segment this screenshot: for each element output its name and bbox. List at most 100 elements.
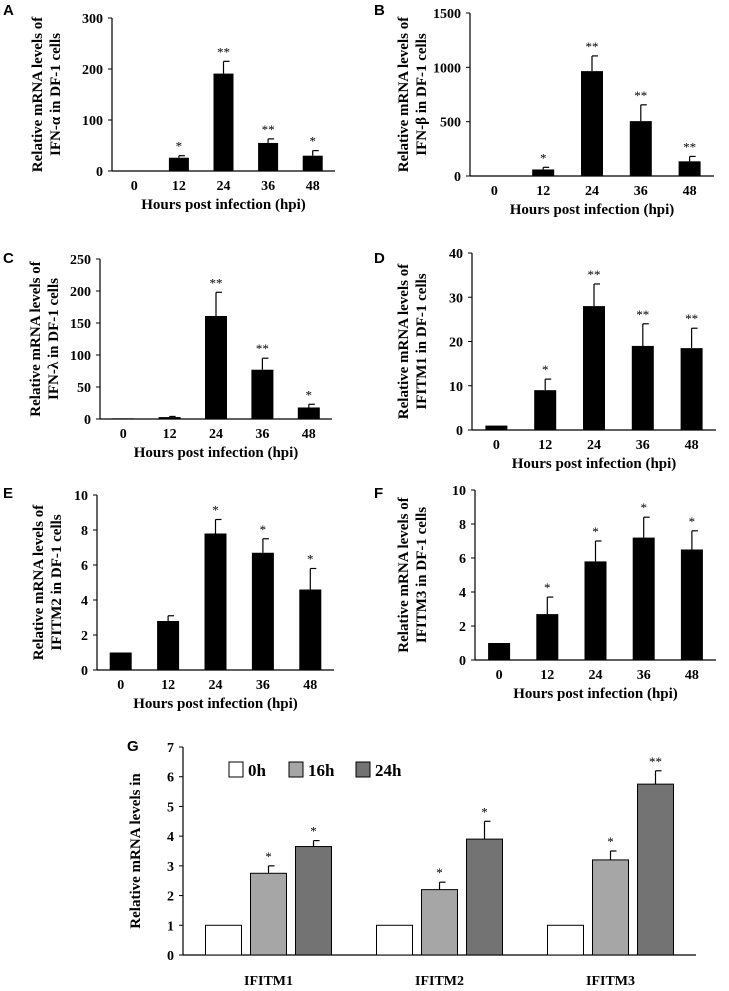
x-tick-label: 36 [255,427,269,442]
x-tick-label: IFITM2 [415,974,464,989]
significance-mark: * [640,500,647,515]
significance-mark: * [212,503,219,518]
bar [258,142,279,171]
bar [583,306,605,430]
x-axis-label: Hours post infection (hpi) [513,686,678,702]
y-tick-label: 2 [81,629,88,644]
x-tick-label: 48 [685,668,699,683]
significance-mark: ** [262,122,275,137]
x-tick-label: 36 [637,668,651,683]
bar [632,537,655,660]
y-tick-label: 40 [449,247,463,262]
panel-c: C 0 50 100 150 200 250 Relative mRNA levels of I… [3,250,332,461]
x-axis-label: Hours post infection (hpi) [510,202,675,218]
x-tick-label: 0 [491,184,498,199]
significance-mark: ** [210,275,223,290]
y-axis-label-line: IFN-α in DF-1 cells [48,33,64,156]
x-tick-label: 0 [496,668,503,683]
legend-label: 24h [375,761,402,780]
x-tick-label: 24 [209,678,223,693]
bar [485,425,508,430]
x-tick-label: 12 [161,678,175,693]
panel-label: A [3,2,14,19]
significance-mark: * [607,834,614,849]
y-axis-label-line: Relative mRNA levels of [30,16,46,172]
bar [680,549,703,660]
bar-0h [376,924,413,956]
x-tick-label: 48 [302,427,316,442]
y-tick-label: 500 [440,116,461,131]
bar [584,561,607,660]
bar [534,390,557,430]
y-tick-label: 100 [82,114,103,129]
x-tick-label: 36 [256,678,270,693]
bar [678,161,701,176]
panel-label: E [3,485,13,502]
bar-0h [547,924,584,956]
y-tick-label: 5 [167,800,174,815]
bar [251,369,274,419]
panel-label: G [127,738,139,755]
significance-mark: * [176,139,183,154]
y-tick-label: 4 [81,594,88,609]
bar [536,614,559,660]
bar-24h [466,838,503,956]
significance-mark: * [481,804,488,819]
y-tick-label: 0 [454,170,461,185]
significance-mark: ** [586,39,599,54]
y-tick-label: 0 [459,654,466,669]
x-tick-label: 0 [131,179,138,194]
significance-mark: * [309,134,316,149]
significance-mark: * [436,865,443,880]
y-tick-label: 200 [82,63,103,78]
x-tick-label: 24 [585,184,599,199]
x-axis-label: Hours post infection (hpi) [134,445,299,461]
y-tick-label: 0 [167,949,174,964]
significance-mark: * [592,524,599,539]
y-tick-label: 3 [167,860,174,875]
x-tick-label: 0 [117,678,124,693]
y-tick-label: 50 [77,381,91,396]
y-axis-label: Relative mRNA levels of IFITM1 in DF-1 ce… [396,263,430,419]
y-tick-label: 10 [449,380,463,395]
significance-mark: * [540,150,547,165]
y-axis-label-line: Relative mRNA levels of [28,260,44,416]
significance-mark: ** [685,311,698,326]
y-tick-label: 0 [456,424,463,439]
y-tick-label: 1000 [433,61,461,76]
bar-24h [295,846,332,956]
y-tick-label: 250 [70,253,91,268]
y-tick-label: 6 [81,559,88,574]
bar [532,169,555,176]
panel-label: D [374,250,385,267]
x-tick-label: 12 [540,668,554,683]
bar-16h [250,872,287,956]
significance-mark: * [265,849,272,864]
y-axis-label-line: Relative mRNA levels of [396,16,412,172]
bar [251,552,274,670]
x-tick-label: 24 [209,427,223,442]
y-axis-label-line: IFITM1 in DF-1 cells [414,273,430,409]
x-tick-label: 12 [538,438,552,453]
x-tick-label: 48 [303,678,317,693]
bar-0h [205,924,242,956]
x-tick-label: 12 [536,184,550,199]
y-axis-label: Relative mRNA levels of IFN-β in DF-1 cel… [396,16,430,172]
x-tick-label: 24 [587,438,601,453]
y-axis-label-line: IFITM3 in DF-1 cells [414,507,430,643]
legend-swatch-16h [288,761,304,778]
bar [302,155,323,171]
y-tick-label: 2 [459,620,466,635]
y-tick-label: 200 [70,285,91,300]
bar [168,157,189,171]
significance-mark: ** [588,267,601,282]
bar [205,315,227,419]
significance-mark: * [310,824,317,839]
significance-mark: ** [683,139,696,154]
bar [204,533,227,670]
y-axis-label-line: Relative mRNA levels of [396,263,412,419]
y-tick-label: 7 [167,741,174,756]
y-tick-label: 6 [459,552,466,567]
x-axis-label: Hours post infection (hpi) [512,456,677,472]
